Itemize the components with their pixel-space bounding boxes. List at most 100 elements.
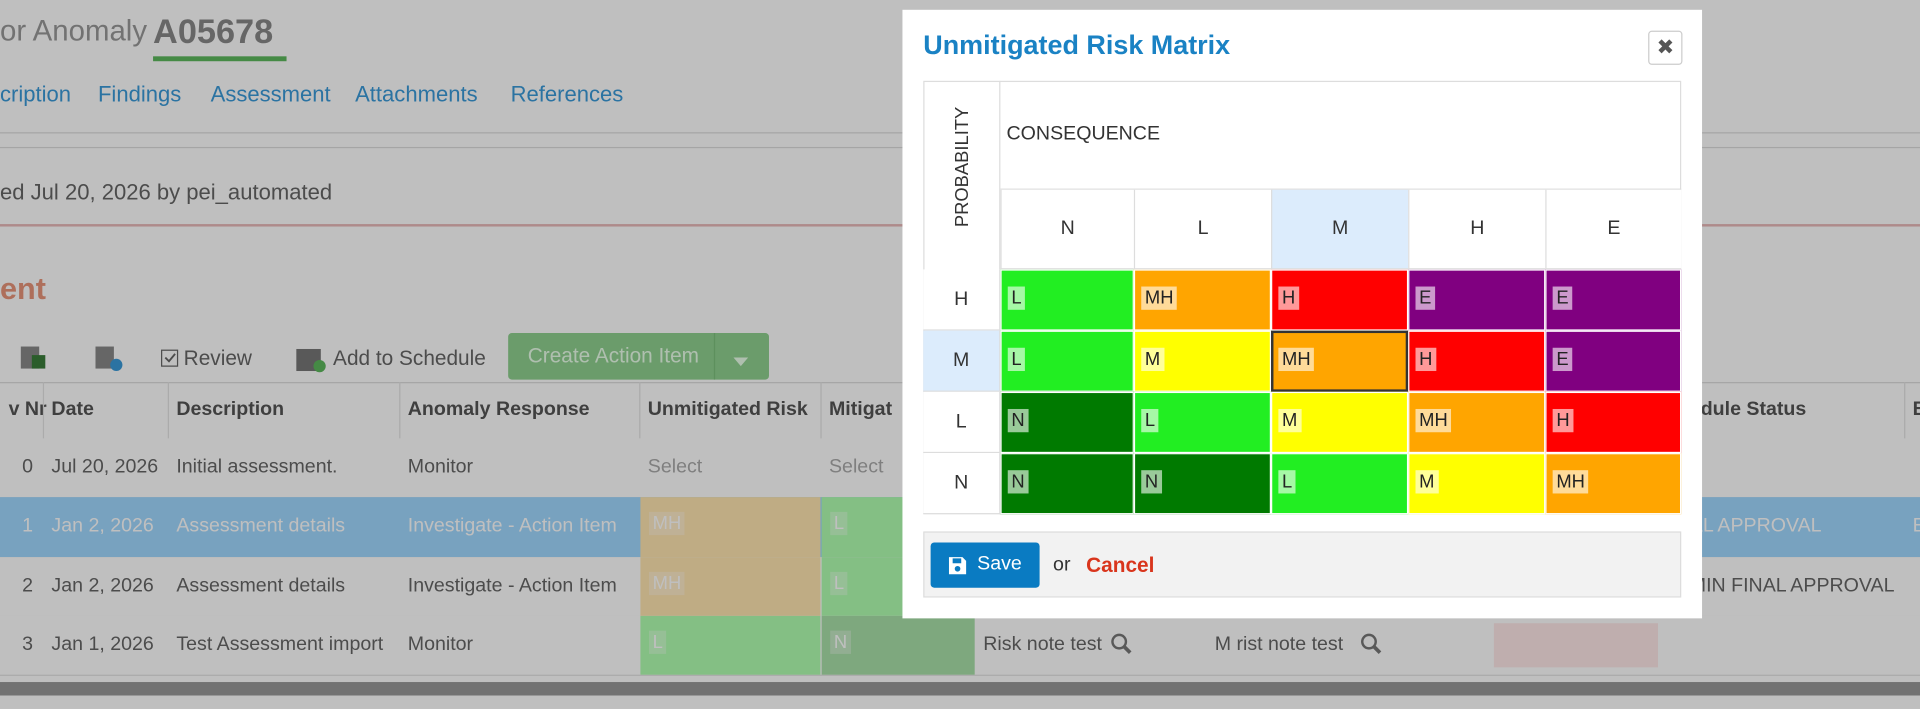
import-icon <box>92 343 124 372</box>
column-header: Anomaly Response <box>407 399 590 421</box>
probability-option[interactable]: N <box>923 453 1001 515</box>
cell-text: Initial assessment. <box>176 456 338 478</box>
risk-badge: MH <box>648 511 685 536</box>
probability-label: PROBABILITY <box>952 106 973 228</box>
probability-option[interactable]: M <box>923 330 1001 392</box>
risk-badge: L <box>1007 286 1026 310</box>
risk-badge: L <box>648 630 667 654</box>
column-header: Unmitigated Risk <box>647 399 808 421</box>
risk-cell[interactable]: E <box>1545 330 1682 392</box>
cell-text: MIN FINAL APPROVAL <box>1689 575 1895 597</box>
consequence-option[interactable]: L <box>1133 189 1272 270</box>
tab[interactable]: Assessment <box>210 82 331 107</box>
modal-title: Unmitigated Risk Matrix <box>923 29 1231 61</box>
save-button[interactable]: Save <box>930 542 1040 588</box>
risk-badge: L <box>830 571 848 596</box>
cell-text: E <box>1913 516 1920 538</box>
consequence-option[interactable]: E <box>1545 189 1682 270</box>
tab[interactable]: References <box>510 82 624 107</box>
risk-cell[interactable]: H <box>1545 391 1682 454</box>
create-action-button[interactable]: Create Action Item <box>508 333 769 380</box>
risk-badge: MH <box>1141 286 1178 310</box>
risk-cell[interactable]: L <box>1000 330 1134 392</box>
risk-cell[interactable]: M <box>1133 330 1272 392</box>
close-button[interactable]: ✖ <box>1648 30 1683 65</box>
calendar-icon <box>295 344 327 373</box>
probability-option[interactable]: H <box>923 269 1001 331</box>
check-icon <box>160 349 179 367</box>
review-button[interactable]: Review <box>183 346 252 370</box>
risk-cell[interactable]: MH <box>1133 269 1272 331</box>
risk-badge: E <box>1415 286 1436 310</box>
anomaly-id: A05678 <box>153 12 274 51</box>
risk-cell <box>640 557 821 616</box>
status-cell <box>1493 623 1658 668</box>
risk-cell[interactable]: L <box>1271 453 1409 515</box>
risk-badge: N <box>1141 470 1162 494</box>
risk-cell <box>640 615 821 675</box>
add-schedule-button[interactable]: Add to Schedule <box>333 346 486 370</box>
risk-cell[interactable]: M <box>1408 453 1546 515</box>
consequence-option[interactable]: M <box>1271 189 1409 270</box>
row-number: 2 <box>22 575 34 597</box>
risk-cell[interactable]: MH <box>1408 391 1546 454</box>
cell-text: Jul 20, 2026 <box>51 456 159 478</box>
cell-text: Risk note test <box>983 634 1102 656</box>
risk-cell[interactable]: E <box>1545 269 1682 331</box>
risk-badge: MH <box>1415 408 1452 433</box>
cell-text: Test Assessment import <box>176 634 384 656</box>
risk-badge: MH <box>1278 347 1315 372</box>
risk-badge: MH <box>1552 470 1589 494</box>
risk-badge: M <box>1415 470 1439 494</box>
cell-text: Monitor <box>407 634 474 656</box>
row-number: 0 <box>22 456 34 478</box>
cancel-button[interactable]: Cancel <box>1086 553 1155 577</box>
risk-cell[interactable]: MH <box>1545 453 1682 515</box>
risk-select[interactable]: Select <box>647 456 703 478</box>
consequence-option[interactable]: N <box>1000 189 1134 270</box>
create-action-label: Create Action Item <box>527 344 699 368</box>
risk-cell[interactable]: L <box>1000 269 1134 331</box>
risk-badge: L <box>1141 408 1159 433</box>
consequence-label: CONSEQUENCE <box>1006 123 1161 145</box>
risk-select[interactable]: Select <box>828 456 884 478</box>
risk-badge: L <box>1007 347 1026 372</box>
probability-option[interactable]: L <box>923 391 1001 454</box>
dropdown-divider <box>713 333 716 380</box>
cell-text: Assessment details <box>176 575 346 597</box>
risk-badge: M <box>1141 347 1164 372</box>
scrollbar <box>0 682 1920 696</box>
risk-cell[interactable]: E <box>1408 269 1546 331</box>
risk-cell[interactable]: H <box>1408 330 1546 392</box>
risk-badge: N <box>1007 408 1029 433</box>
column-header: Description <box>176 399 285 421</box>
consequence-option[interactable]: H <box>1408 189 1546 270</box>
zoom-icon <box>1111 633 1133 655</box>
tab[interactable]: Findings <box>97 82 182 107</box>
cell-text: Monitor <box>407 456 474 478</box>
cell-text: M rist note test <box>1214 634 1344 656</box>
probability-axis-cell <box>923 80 1001 270</box>
save-label: Save <box>977 553 1022 575</box>
risk-cell[interactable]: M <box>1271 391 1409 454</box>
risk-cell[interactable]: MH <box>1271 330 1409 392</box>
risk-cell[interactable]: N <box>1133 453 1272 515</box>
column-header: Date <box>51 399 94 421</box>
risk-cell[interactable]: N <box>1000 391 1134 454</box>
risk-cell[interactable]: H <box>1271 269 1409 331</box>
risk-badge: L <box>830 511 848 536</box>
section-title: ent <box>0 271 46 307</box>
column-header: Mitigat <box>828 399 893 421</box>
risk-badge: N <box>830 630 851 654</box>
risk-badge: H <box>1415 347 1437 372</box>
column-header: v Nr <box>8 399 47 421</box>
tab[interactable]: Attachments <box>355 82 478 107</box>
modal: Unmitigated Risk Matrix ✖ PROBABILITY CONSE… <box>902 9 1703 619</box>
cell-text: Jan 2, 2026 <box>51 515 154 537</box>
column-header: edule Status <box>1689 399 1807 421</box>
risk-badge: E <box>1552 347 1573 372</box>
risk-cell[interactable]: L <box>1133 391 1272 454</box>
risk-cell[interactable]: N <box>1000 453 1134 515</box>
tab[interactable]: cription <box>0 82 72 107</box>
